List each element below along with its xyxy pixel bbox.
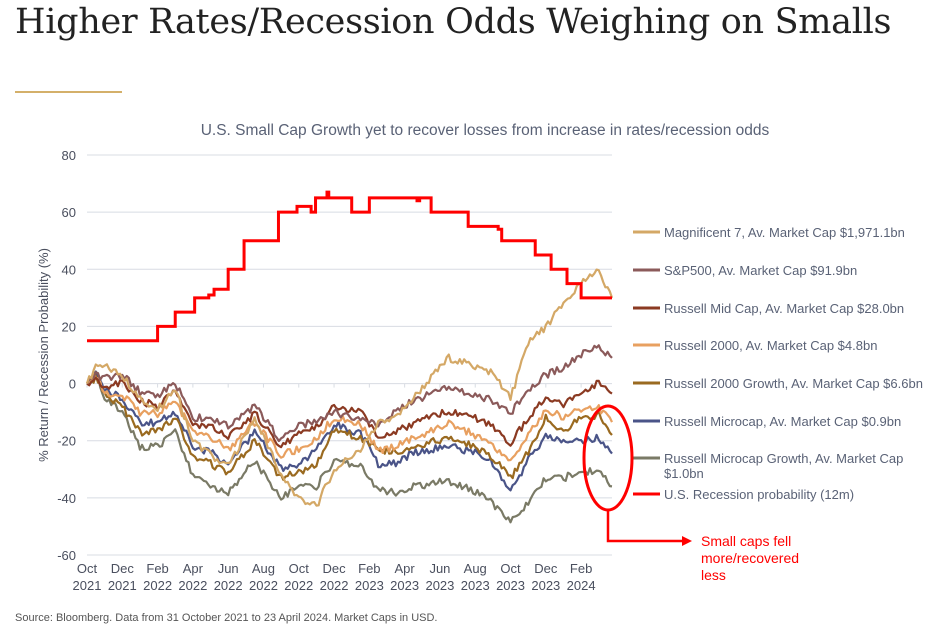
- legend-label-line2: $1.0bn: [664, 466, 704, 481]
- x-tick-label-year: 2023: [461, 578, 490, 593]
- x-tick-label-year: 2024: [567, 578, 596, 593]
- x-tick-label-year: 2023: [425, 578, 454, 593]
- y-tick-label: 0: [69, 377, 76, 392]
- x-tick-label-month: Jun: [218, 561, 239, 576]
- arrow-head-icon: [682, 536, 692, 546]
- source-note: Source: Bloomberg. Data from 31 October …: [15, 612, 438, 624]
- legend-label: Russell 2000 Growth, Av. Market Cap $6.6…: [664, 376, 923, 391]
- legend-label: Russell Microcap, Av. Market Cap $0.9bn: [664, 414, 901, 429]
- x-tick-label-year: 2022: [249, 578, 278, 593]
- annotation-line-1: Small caps fell: [701, 533, 791, 549]
- y-tick-label: 60: [62, 205, 76, 220]
- series-line-3: [86, 373, 613, 462]
- y-tick-label: 40: [62, 262, 76, 277]
- x-tick-label-month: Oct: [77, 561, 98, 576]
- highlight-ellipse: [582, 404, 634, 512]
- y-tick-label: 80: [62, 148, 76, 163]
- x-tick-label-month: Feb: [146, 561, 168, 576]
- x-tick-label-month: Oct: [289, 561, 310, 576]
- x-tick-label-year: 2022: [143, 578, 172, 593]
- annotation-line-3: less: [701, 567, 726, 583]
- x-tick-label-month: Dec: [534, 561, 558, 576]
- x-tick-label-month: Feb: [570, 561, 592, 576]
- legend-label: Russell 2000, Av. Market Cap $4.8bn: [664, 338, 877, 353]
- legend-label: S&P500, Av. Market Cap $91.9bn: [664, 263, 857, 278]
- legend-label: Magnificent 7, Av. Market Cap $1,971.1bn: [664, 225, 905, 240]
- annotation-connector: [606, 510, 683, 543]
- x-tick-label-month: Dec: [322, 561, 346, 576]
- page-title: Higher Rates/Recession Odds Weighing on …: [15, 2, 892, 42]
- y-tick-label: -60: [57, 548, 76, 563]
- x-tick-label-year: 2021: [73, 578, 102, 593]
- x-tick-label-year: 2023: [531, 578, 560, 593]
- y-axis-label: % Return / Recession Probability (%): [36, 248, 51, 462]
- y-tick-label: -40: [57, 491, 76, 506]
- y-tick-label: -20: [57, 434, 76, 449]
- y-tick-label: 20: [62, 319, 76, 334]
- series-line-1: [86, 344, 613, 443]
- legend-label-recession: U.S. Recession probability (12m): [664, 487, 854, 502]
- x-tick-label-year: 2023: [390, 578, 419, 593]
- series-line-6: [85, 370, 613, 524]
- legend-label: Russell Mid Cap, Av. Market Cap $28.0bn: [664, 301, 904, 316]
- x-tick-label-month: Jun: [429, 561, 450, 576]
- x-tick-label-year: 2021: [108, 578, 137, 593]
- x-tick-label-year: 2023: [355, 578, 384, 593]
- x-tick-label-year: 2022: [320, 578, 349, 593]
- x-tick-label-month: Aug: [252, 561, 275, 576]
- x-tick-label-month: Feb: [358, 561, 380, 576]
- chart-title: U.S. Small Cap Growth yet to recover los…: [201, 122, 770, 139]
- x-tick-label-month: Aug: [464, 561, 487, 576]
- x-tick-label-month: Oct: [500, 561, 521, 576]
- x-tick-label-year: 2022: [214, 578, 243, 593]
- annotation-line-2: more/recovered: [701, 550, 799, 566]
- x-tick-label-year: 2023: [496, 578, 525, 593]
- x-tick-label-month: Apr: [183, 561, 204, 576]
- x-tick-label-month: Apr: [395, 561, 416, 576]
- series-line-4: [86, 374, 613, 481]
- x-tick-label-year: 2022: [178, 578, 207, 593]
- recession-probability-line: [87, 190, 612, 343]
- title-divider: [15, 91, 122, 93]
- x-tick-label-year: 2022: [284, 578, 313, 593]
- series-line-0: [85, 268, 614, 507]
- x-tick-label-month: Dec: [111, 561, 135, 576]
- legend-label: Russell Microcap Growth, Av. Market Cap: [664, 451, 903, 466]
